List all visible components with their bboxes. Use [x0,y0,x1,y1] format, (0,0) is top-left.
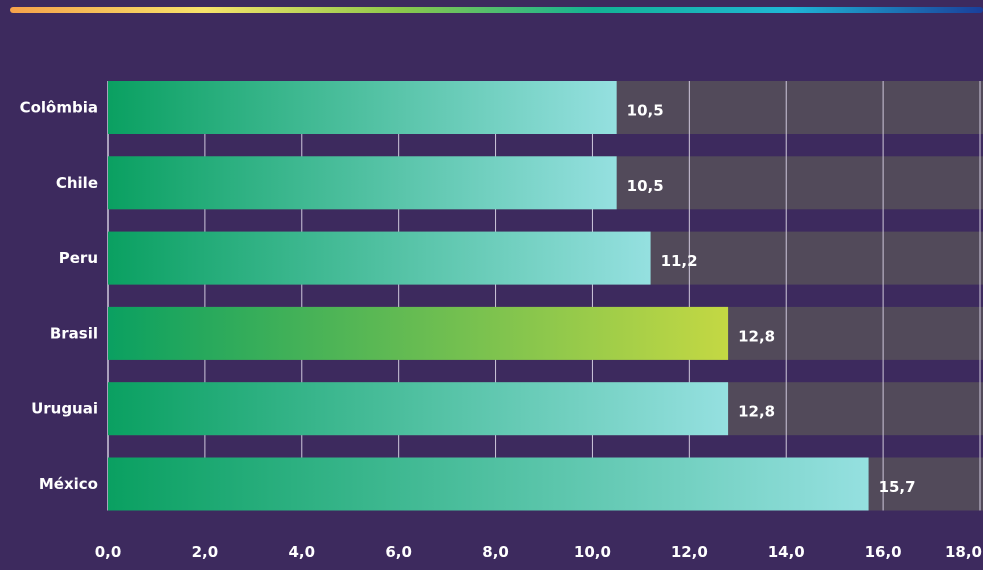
x-tick-label: 12,0 [671,543,708,561]
x-tick-label: 8,0 [482,543,509,561]
x-tick-label: 18,0 [945,543,982,561]
data-label: 10,5 [627,102,664,120]
bar-4 [108,382,729,436]
x-tick-label: 2,0 [192,543,219,561]
x-tick-label: 0,0 [95,543,122,561]
bar-0 [108,81,617,134]
category-label: México [39,475,98,493]
x-tick-label: 10,0 [574,543,611,561]
data-label: 11,2 [661,252,698,270]
top-gradient-rule [10,7,983,13]
category-label: Peru [59,249,98,267]
data-label: 12,8 [738,403,775,421]
data-label: 10,5 [627,177,664,195]
bar-5 [108,457,869,511]
data-label: 15,7 [879,478,916,496]
category-label: Chile [56,174,98,192]
x-tick-label: 16,0 [865,543,902,561]
x-tick-label: 4,0 [288,543,315,561]
bar-2 [108,231,651,285]
x-tick-label: 6,0 [385,543,412,561]
data-label: 12,8 [738,327,775,345]
category-label: Uruguai [31,400,98,418]
x-tick-label: 14,0 [768,543,805,561]
bar-3 [108,306,729,360]
category-label: Brasil [50,324,98,342]
bar-1 [108,156,617,210]
category-label: Colômbia [20,99,98,117]
